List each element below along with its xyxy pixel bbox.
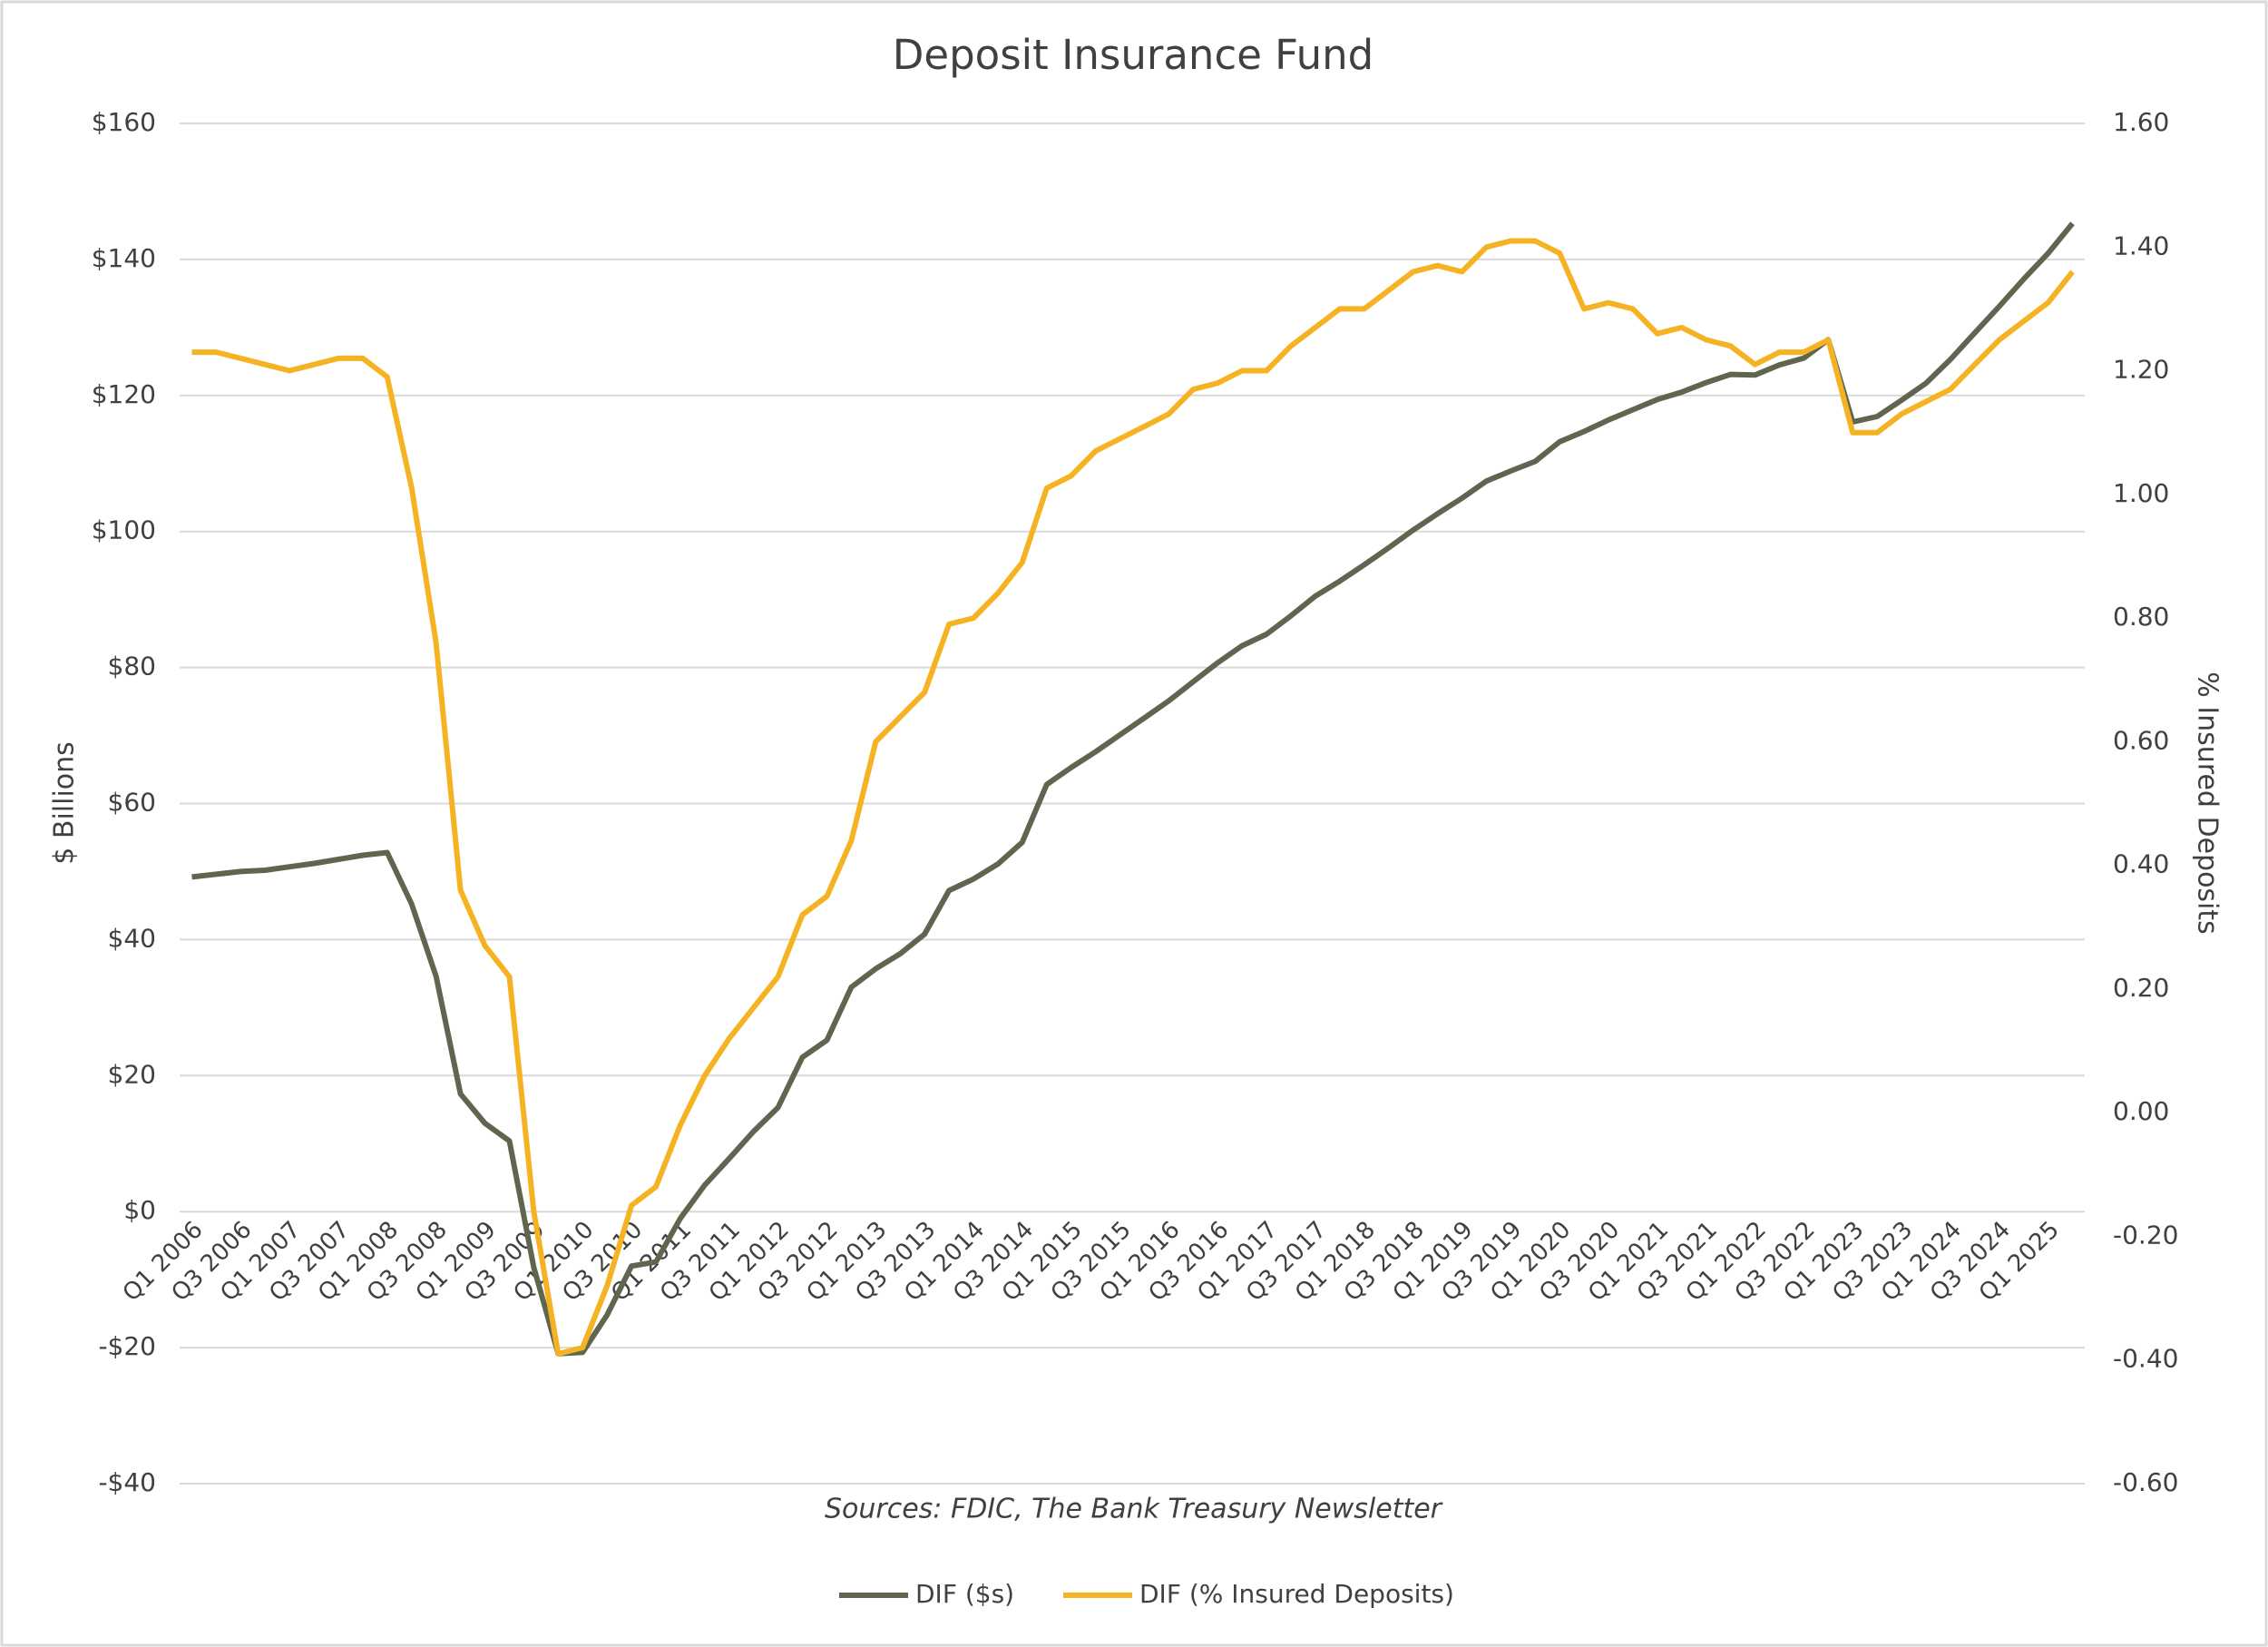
legend-label: DIF (% Insured Deposits) bbox=[1139, 1579, 1454, 1609]
y2-tick-label: 0.80 bbox=[2113, 602, 2169, 632]
y-tick-label: -$20 bbox=[98, 1331, 156, 1361]
legend-label: DIF ($s) bbox=[915, 1579, 1014, 1609]
line-series bbox=[191, 238, 2075, 1357]
y2-tick-label: 1.20 bbox=[2113, 355, 2169, 385]
y2-tick-label: -0.40 bbox=[2113, 1344, 2178, 1374]
chart-title: Deposit Insurance Fund bbox=[893, 31, 1374, 79]
y2-tick-label: -0.20 bbox=[2113, 1220, 2178, 1250]
y-axis-title: $ Billions bbox=[49, 741, 81, 865]
y2-tick-label: -0.60 bbox=[2113, 1467, 2178, 1497]
y-tick-label: $140 bbox=[92, 243, 156, 273]
y-tick-label: $120 bbox=[92, 379, 156, 409]
y-tick-label: $0 bbox=[123, 1195, 156, 1225]
source-note: Sources: FDIC, The Bank Treasury Newslet… bbox=[825, 1494, 1443, 1525]
y2-tick-label: 0.00 bbox=[2113, 1096, 2169, 1126]
y2-tick-label: 1.60 bbox=[2113, 107, 2169, 137]
y2-tick-label: 0.20 bbox=[2113, 973, 2169, 1003]
y-tick-label: $100 bbox=[92, 515, 156, 545]
y-tick-label: $160 bbox=[92, 107, 156, 137]
y2-tick-label: 0.40 bbox=[2113, 849, 2169, 879]
y-tick-label: $60 bbox=[108, 788, 156, 818]
y-tick-label: $20 bbox=[108, 1059, 156, 1089]
y2-axis-title: % Insured Deposits bbox=[2192, 672, 2224, 935]
y-tick-label: -$40 bbox=[98, 1467, 156, 1497]
y2-tick-label: 1.00 bbox=[2113, 478, 2169, 508]
line-series bbox=[191, 221, 2075, 1357]
y-tick-label: $80 bbox=[108, 652, 156, 681]
y2-tick-label: 0.60 bbox=[2113, 725, 2169, 755]
y-tick-label: $40 bbox=[108, 923, 156, 953]
y2-tick-label: 1.40 bbox=[2113, 230, 2169, 260]
